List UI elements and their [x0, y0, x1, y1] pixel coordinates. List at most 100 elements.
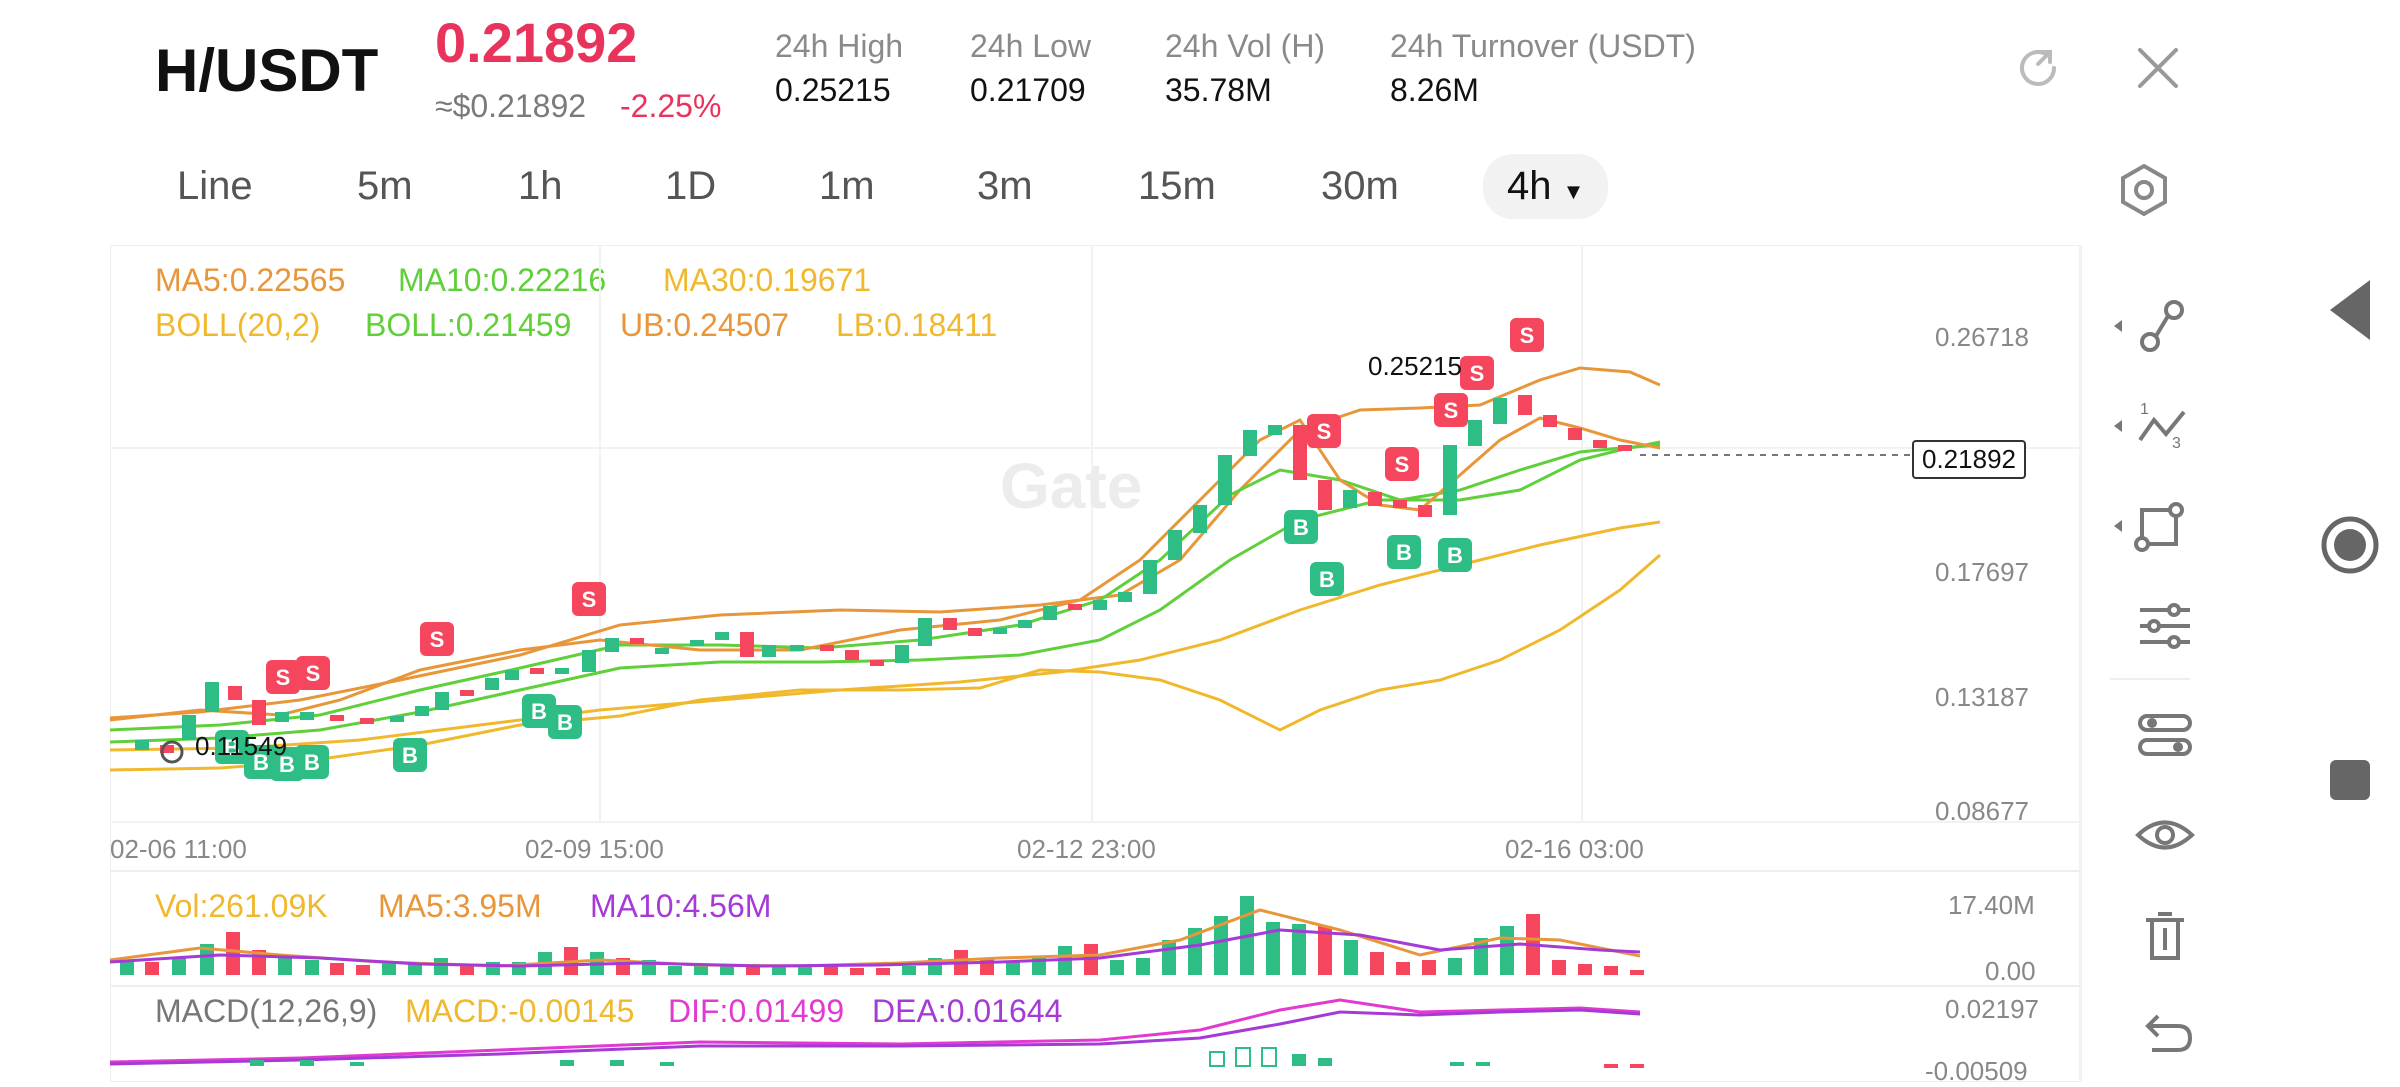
- svg-text:B: B: [1447, 543, 1463, 568]
- nav-recents-icon[interactable]: [2320, 750, 2380, 810]
- eye-icon[interactable]: [2130, 800, 2200, 870]
- ma5-line: [109, 416, 1661, 722]
- shape-tool-icon[interactable]: [2102, 490, 2192, 560]
- svg-text:S: S: [1395, 452, 1410, 477]
- tab-4h-label: 4h: [1507, 164, 1552, 208]
- svg-text:B: B: [1396, 540, 1412, 565]
- svg-text:B: B: [1293, 515, 1309, 540]
- legend-ma10: MA10:0.22216: [398, 262, 607, 298]
- svg-text:B: B: [279, 752, 295, 777]
- dea-line: [109, 1008, 1641, 1066]
- volume-ma10-line: [109, 928, 1641, 968]
- low-annotation: 0.11549: [195, 731, 287, 761]
- tab-1h[interactable]: 1h: [518, 164, 563, 208]
- svg-text:B: B: [1319, 567, 1335, 592]
- svg-text:S: S: [582, 587, 597, 612]
- price-change: -2.25%: [620, 88, 722, 124]
- legend-boll: BOLL(20,2): [155, 307, 321, 343]
- indicator-settings-icon[interactable]: [2130, 590, 2200, 660]
- header: H/USDT 0.21892 ≈$0.21892 -2.25% 24h High…: [0, 0, 2400, 140]
- stat-low-label: 24h Low: [970, 28, 1091, 64]
- low-marker-icon: [160, 740, 184, 764]
- nav-back-icon[interactable]: [2320, 270, 2380, 350]
- svg-text:B: B: [531, 699, 547, 724]
- last-price: 0.21892: [435, 11, 638, 74]
- svg-text:1: 1: [2140, 401, 2149, 418]
- layout-tool-icon[interactable]: [2130, 700, 2200, 770]
- volume-divider: [110, 870, 2080, 872]
- time-axis-label: 02-09 15:00: [525, 834, 664, 864]
- close-icon[interactable]: [2130, 40, 2186, 96]
- pair-title: H/USDT: [155, 37, 379, 104]
- nav-home-icon[interactable]: [2310, 505, 2390, 585]
- tab-5m[interactable]: 5m: [357, 164, 413, 208]
- volume-chart: [109, 896, 1644, 975]
- trash-icon[interactable]: [2130, 900, 2200, 970]
- tab-30m[interactable]: 30m: [1321, 164, 1399, 208]
- ma30-line: [109, 520, 1661, 752]
- stat-high-label: 24h High: [775, 28, 904, 64]
- high-annotation: 0.25215: [1368, 351, 1462, 381]
- legend-lb: LB:0.18411: [836, 307, 998, 343]
- stat-vol-label: 24h Vol (H): [1165, 28, 1326, 64]
- dif-line: [109, 998, 1641, 1064]
- volume-legend-ma5: MA5:3.95M: [378, 888, 542, 924]
- macd-legend-dea: DEA:0.01644: [872, 993, 1063, 1029]
- tab-4h-dropdown[interactable]: 4h ▼: [1483, 154, 1609, 219]
- legend-ma30: MA30:0.19671: [663, 262, 872, 298]
- stat-turnover-value: 8.26M: [1390, 72, 1479, 108]
- tab-line[interactable]: Line: [177, 164, 253, 208]
- chart-settings-icon[interactable]: [2114, 160, 2174, 220]
- svg-text:B: B: [557, 710, 573, 735]
- stat-vol-value: 35.78M: [1165, 72, 1272, 108]
- candles: [135, 395, 1632, 753]
- volume-legend-ma10: MA10:4.56M: [590, 888, 772, 924]
- macd-axis-top: 0.02197: [1945, 994, 2039, 1024]
- tab-3m[interactable]: 3m: [977, 164, 1033, 208]
- toolbar-divider: [2110, 678, 2190, 680]
- rotate-screen-icon[interactable]: [2010, 40, 2066, 96]
- tab-1m[interactable]: 1m: [819, 164, 875, 208]
- tab-15m[interactable]: 15m: [1138, 164, 1216, 208]
- drawing-toolbar: 1 3: [2090, 260, 2210, 1080]
- time-axis-label: 02-16 03:00: [1505, 834, 1644, 864]
- caret-down-icon: ▼: [1562, 179, 1585, 204]
- price-axis-label: 0.17697: [1935, 557, 2029, 587]
- macd-divider: [110, 985, 2080, 987]
- svg-text:S: S: [1470, 361, 1485, 386]
- macd-chart: [109, 998, 1644, 1068]
- svg-text:S: S: [1317, 419, 1332, 444]
- svg-text:S: S: [276, 665, 291, 690]
- stat-low-value: 0.21709: [970, 72, 1086, 108]
- macd-legend-dif: DIF:0.01499: [668, 993, 845, 1029]
- time-axis-label: 02-12 23:00: [1017, 834, 1156, 864]
- fibonacci-tool-icon[interactable]: 1 3: [2102, 390, 2192, 460]
- svg-text:S: S: [1444, 398, 1459, 423]
- stat-turnover-label: 24h Turnover (USDT): [1390, 28, 1696, 64]
- undo-icon[interactable]: [2130, 1000, 2200, 1070]
- time-axis-label: 02-06 11:00: [110, 834, 247, 864]
- trendline-tool-icon[interactable]: [2102, 290, 2192, 360]
- svg-text:S: S: [430, 627, 445, 652]
- macd-legend-label: MACD(12,26,9): [155, 993, 378, 1029]
- tab-1d[interactable]: 1D: [665, 164, 717, 208]
- svg-text:S: S: [306, 661, 321, 686]
- legend-boll-value: BOLL:0.21459: [365, 307, 572, 343]
- price-axis-label: 0.13187: [1935, 682, 2029, 712]
- trade-markers: S S S S S S S S S B B B B B B B B B B B: [215, 318, 1544, 781]
- stat-high-value: 0.25215: [775, 72, 891, 108]
- price-grid: [110, 245, 2081, 1080]
- svg-text:S: S: [1520, 323, 1535, 348]
- svg-text:B: B: [253, 750, 269, 775]
- svg-text:3: 3: [2172, 435, 2181, 452]
- macd-histogram: [250, 1047, 1644, 1068]
- usd-price: ≈$0.21892: [435, 88, 587, 124]
- volume-bars: [120, 896, 1644, 975]
- candlestick-chart[interactable]: Gate: [0, 0, 2100, 1080]
- price-axis-label: 0.26718: [1935, 322, 2029, 352]
- volume-legend-vol: Vol:261.09K: [155, 888, 328, 924]
- svg-text:B: B: [304, 750, 320, 775]
- watermark-text: Gate: [1000, 450, 1142, 522]
- current-price-tag: 0.21892: [1912, 440, 2026, 479]
- legend-ub: UB:0.24507: [620, 307, 790, 343]
